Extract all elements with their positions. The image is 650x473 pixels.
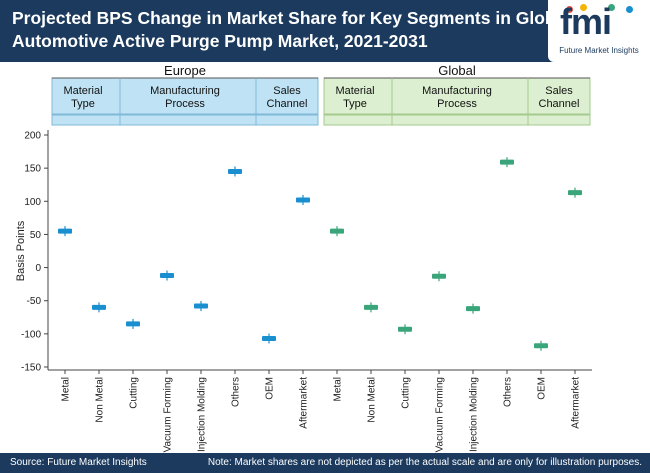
y-tick-label: 0 [35,263,41,274]
note-text: Note: Market shares are not depicted as … [207,457,642,468]
data-marker [126,321,140,327]
header-bar: Projected BPS Change in Market Share for… [0,0,650,62]
x-tick-label: Metal [61,377,72,401]
region-title-europe: Europe [164,63,206,78]
x-tick-label: Vacuum Forming [163,377,174,452]
y-tick-label: 150 [24,164,41,175]
group-label-line1: Sales [545,85,573,97]
data-marker [194,303,208,309]
y-axis-title: Basis Points [15,220,27,281]
group-label-line2: Type [71,98,95,110]
region-title-global: Global [438,63,476,78]
group-label-line2: Process [165,98,205,110]
x-tick-label: Cutting [129,377,140,409]
group-label-line2: Channel [539,98,580,110]
data-marker [432,273,446,279]
logo-caption: Future Market Insights [559,46,639,55]
x-tick-label: Vacuum Forming [435,377,446,452]
x-tick-label: Aftermarket [571,377,582,429]
y-tick-label: 50 [30,230,42,241]
y-tick-label: -100 [21,329,41,340]
data-marker [262,335,276,341]
data-marker [228,168,242,174]
logo-wordmark: fmi [560,1,612,42]
data-marker [58,228,72,234]
x-tick-label: Metal [333,377,344,401]
x-tick-label: Others [231,377,242,407]
group-label-line1: Material [335,85,374,97]
group-label-line1: Manufacturing [422,85,492,97]
x-tick-label: Aftermarket [299,377,310,429]
x-tick-label: Injection Molding [469,377,480,452]
y-tick-label: -150 [21,363,41,374]
group-label-line1: Material [63,85,102,97]
title-line-1: Projected BPS Change in Market Share for… [12,8,571,28]
x-tick-label: Injection Molding [197,377,208,452]
data-marker [568,190,582,196]
company-logo: fmi Future Market Insights [548,0,650,62]
region-subband-europe [51,114,319,126]
y-tick-label: -50 [27,296,42,307]
group-label-line1: Sales [273,85,301,97]
chart-area: EuropeMaterialTypeManufacturingProcessSa… [15,63,592,452]
y-tick-label: 200 [24,131,41,142]
data-marker [160,273,174,279]
data-marker [364,304,378,310]
chart-title: Projected BPS Change in Market Share for… [12,7,571,53]
data-marker [92,304,106,310]
group-label-line2: Channel [267,98,308,110]
x-tick-label: Non Metal [367,377,378,423]
source-text: Source: Future Market Insights [10,457,147,468]
data-marker [534,343,548,349]
x-tick-label: OEM [265,377,276,400]
footer-bar: Source: Future Market Insights Note: Mar… [0,453,650,473]
title-line-2: Automotive Active Purge Pump Market, 202… [12,31,428,51]
x-tick-label: OEM [537,377,548,400]
logo-dots-icon [558,4,644,16]
data-marker [500,159,514,165]
data-marker [466,306,480,312]
data-marker [398,326,412,332]
x-tick-label: Cutting [401,377,412,409]
data-marker [330,228,344,234]
group-label-line1: Manufacturing [150,85,220,97]
region-subband-global [323,114,591,126]
y-tick-label: 100 [24,197,41,208]
group-label-line2: Process [437,98,477,110]
data-marker [296,197,310,203]
group-label-line2: Type [343,98,367,110]
x-tick-label: Non Metal [95,377,106,423]
x-tick-label: Others [503,377,514,407]
